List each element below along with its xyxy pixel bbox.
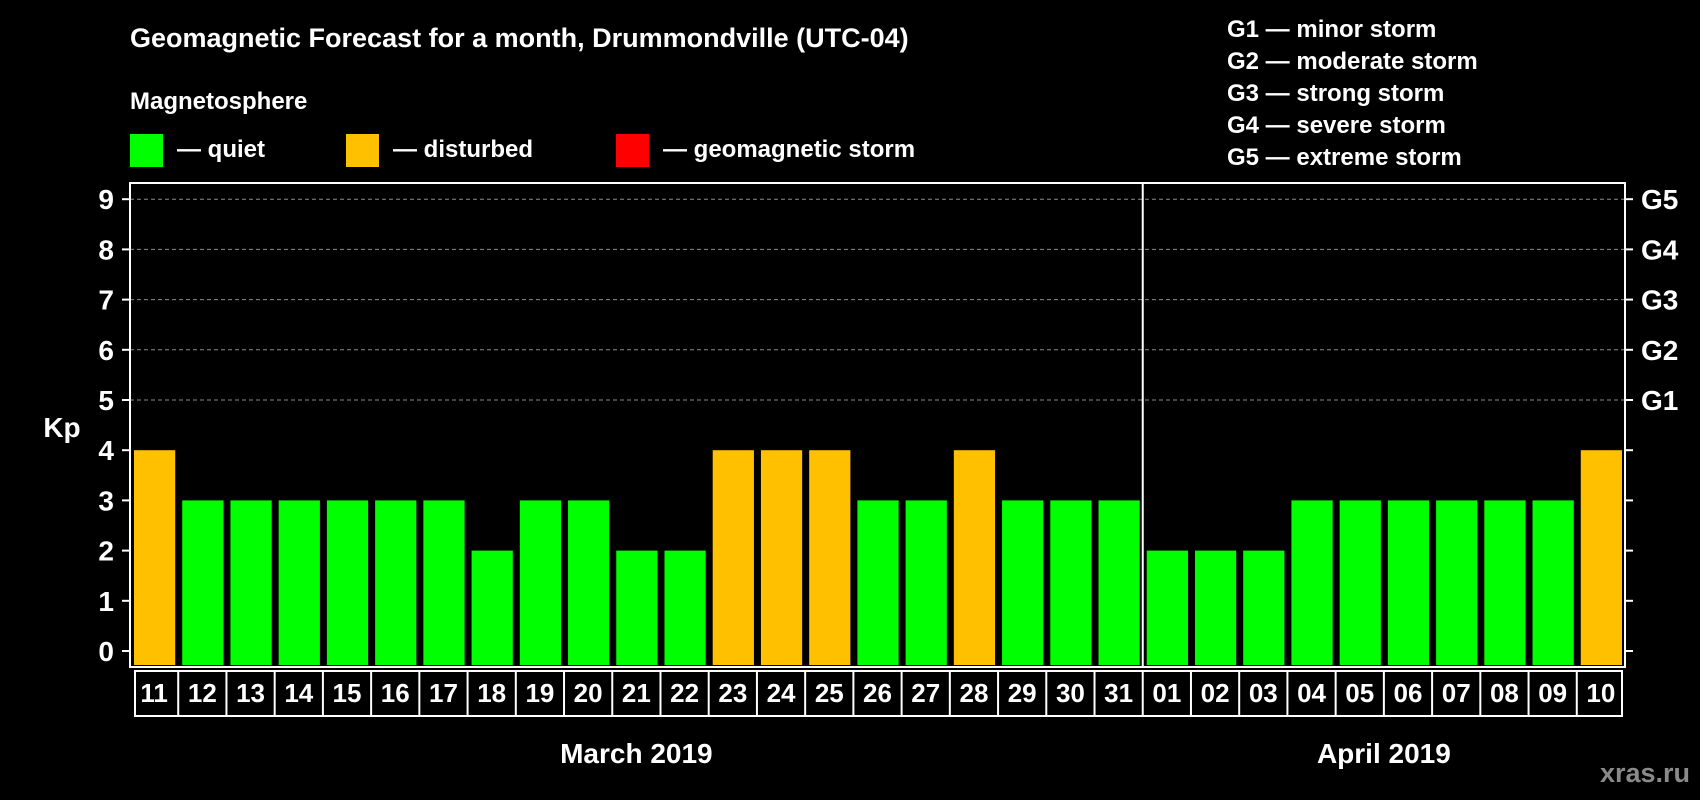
chart-title: Geomagnetic Forecast for a month, Drummo…	[130, 23, 909, 53]
bar-21	[616, 550, 658, 665]
bar-19	[519, 500, 562, 665]
month-label-0: March 2019	[560, 738, 713, 769]
bar-23	[712, 450, 754, 665]
bar-31	[1098, 500, 1140, 665]
bar-13	[230, 500, 272, 665]
legend-heading: Magnetosphere	[130, 88, 307, 115]
x-tick-label: 21	[622, 678, 651, 708]
watermark: xras.ru	[1600, 758, 1690, 788]
bar-09	[1532, 500, 1574, 665]
y-tick-label: 1	[98, 586, 114, 617]
bar-16	[375, 500, 417, 665]
bar-04	[1291, 500, 1333, 665]
bar-14	[278, 500, 320, 665]
y-tick-label: 7	[98, 285, 114, 316]
x-tick-label: 17	[429, 678, 458, 708]
y-tick-label: 0	[98, 636, 114, 667]
bar-11	[134, 450, 176, 665]
x-tick-label: 23	[718, 678, 747, 708]
bar-08	[1484, 500, 1526, 665]
legend-swatch-quiet	[130, 134, 163, 167]
g-scale-label-G3: G3	[1641, 285, 1678, 316]
y-tick-label: 6	[98, 335, 114, 366]
x-tick-label: 09	[1538, 678, 1567, 708]
bar-22	[664, 550, 706, 665]
x-tick-label: 27	[911, 678, 940, 708]
storm-scale-g4: G4 — severe storm	[1227, 112, 1446, 139]
storm-scale-g2: G2 — moderate storm	[1227, 48, 1478, 75]
bar-01	[1146, 550, 1188, 665]
bar-05	[1339, 500, 1381, 665]
storm-scale-g3: G3 — strong storm	[1227, 80, 1444, 107]
x-tick-label: 29	[1008, 678, 1037, 708]
bar-06	[1387, 500, 1430, 665]
x-tick-label: 15	[333, 678, 362, 708]
x-tick-label: 07	[1442, 678, 1471, 708]
x-tick-label: 31	[1104, 678, 1133, 708]
y-tick-label: 9	[98, 184, 114, 215]
storm-scale-legend: G1 — minor storm G2 — moderate storm G3 …	[1227, 16, 1478, 171]
legend: — quiet — disturbed — geomagnetic storm	[130, 134, 915, 167]
bar-30	[1050, 500, 1092, 665]
bar-20	[568, 500, 610, 665]
month-label-1: April 2019	[1317, 738, 1451, 769]
x-tick-label: 18	[477, 678, 506, 708]
x-tick-label: 10	[1586, 678, 1615, 708]
y-axis-label: Kp	[43, 412, 80, 443]
x-tick-label: 08	[1490, 678, 1519, 708]
legend-label-storm: — geomagnetic storm	[663, 136, 915, 163]
legend-label-quiet: — quiet	[177, 136, 265, 163]
bar-28	[953, 450, 996, 665]
x-tick-label: 24	[767, 678, 796, 708]
bar-26	[857, 500, 899, 665]
x-tick-label: 06	[1394, 678, 1423, 708]
x-tick-label: 11	[140, 678, 168, 708]
day-label-frame	[134, 670, 1623, 717]
bar-18	[471, 550, 513, 665]
x-tick-label: 22	[670, 678, 699, 708]
x-tick-label: 20	[574, 678, 603, 708]
bar-15	[326, 500, 369, 665]
x-tick-label: 25	[815, 678, 844, 708]
bar-29	[1002, 500, 1044, 665]
x-tick-label: 28	[959, 678, 988, 708]
bar-07	[1436, 500, 1478, 665]
storm-scale-g1: G1 — minor storm	[1227, 16, 1436, 43]
x-tick-label: 30	[1056, 678, 1085, 708]
y-tick-label: 4	[98, 435, 114, 466]
plot-frame	[129, 182, 1626, 668]
bar-25	[809, 450, 851, 665]
g-scale-label-G1: G1	[1641, 385, 1678, 416]
x-tick-label: 26	[863, 678, 892, 708]
g-scale-label-G2: G2	[1641, 335, 1678, 366]
x-tick-label: 02	[1201, 678, 1230, 708]
x-tick-label: 19	[525, 678, 554, 708]
y-tick-label: 2	[98, 536, 114, 567]
x-tick-label: 05	[1345, 678, 1374, 708]
x-tick-label: 14	[284, 678, 313, 708]
bar-03	[1243, 550, 1285, 665]
x-tick-label: 03	[1249, 678, 1278, 708]
legend-swatch-disturbed	[346, 134, 379, 167]
bar-17	[423, 500, 465, 665]
storm-scale-g5: G5 — extreme storm	[1227, 144, 1462, 171]
bar-24	[760, 450, 803, 665]
legend-label-disturbed: — disturbed	[393, 136, 533, 163]
y-tick-label: 5	[98, 385, 114, 416]
bar-10	[1580, 450, 1622, 665]
x-tick-label: 16	[381, 678, 410, 708]
x-tick-label: 04	[1297, 678, 1326, 708]
g-scale-label-G5: G5	[1641, 184, 1678, 215]
x-tick-label: 01	[1152, 678, 1181, 708]
legend-swatch-storm	[616, 134, 649, 167]
bar-27	[905, 500, 947, 665]
g-scale-label-G4: G4	[1641, 234, 1679, 265]
x-tick-label: 13	[236, 678, 265, 708]
y-tick-label: 3	[98, 485, 114, 516]
y-tick-label: 8	[98, 234, 114, 265]
x-tick-label: 12	[188, 678, 217, 708]
bar-12	[182, 500, 224, 665]
bar-02	[1194, 550, 1237, 665]
